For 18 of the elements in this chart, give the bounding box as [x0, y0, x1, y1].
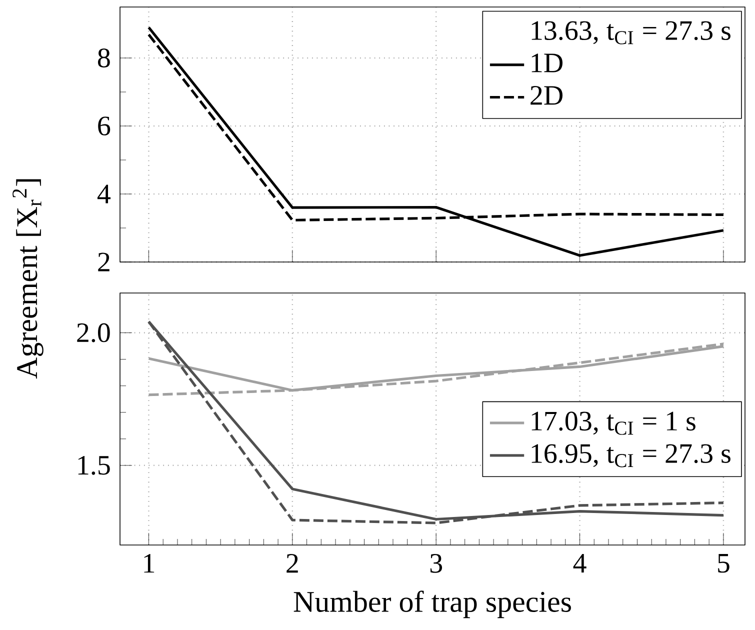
y-tick-label: 2.0 [77, 323, 110, 342]
legend-label: 1D [532, 54, 563, 72]
y-tick-label: 8 [98, 48, 110, 68]
y-axis-title: Agreement [X$_{r}$$^{2}$] [12, 179, 44, 379]
x-tick-label: 2 [286, 554, 298, 573]
legend-label: 17.03, t$_{CI}$ = 1 s [532, 412, 696, 435]
x-tick-label: 1 [144, 554, 154, 573]
x-tick-label: 5 [718, 554, 730, 573]
legend-title: 13.63, t$_{CI}$ = 27.3 s [532, 21, 730, 44]
y-tick-label: 1.5 [78, 456, 110, 475]
x-tick-label: 4 [573, 554, 586, 572]
x-axis-title: Number of trap species [294, 590, 571, 618]
y-tick-label: 4 [97, 184, 111, 204]
legend-label: 16.95, t$_{CI}$ = 27.3 s [532, 444, 730, 468]
x-tick-label: 3 [430, 554, 442, 573]
legend-label: 2D [530, 86, 563, 105]
y-tick-label: 6 [98, 116, 110, 136]
y-tick-label: 2 [98, 252, 110, 272]
